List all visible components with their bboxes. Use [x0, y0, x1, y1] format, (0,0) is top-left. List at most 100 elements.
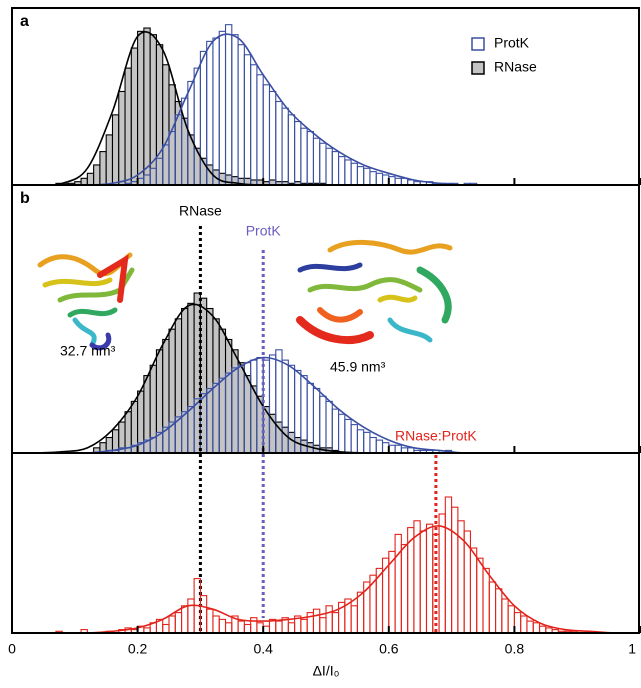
x-tick-label: 0.4: [253, 641, 273, 657]
rnase-structure: [37, 252, 135, 351]
histogram-bar: [224, 622, 233, 634]
histogram-bar: [319, 617, 327, 634]
histogram-bar: [375, 439, 384, 454]
histogram-bar: [350, 605, 358, 634]
histogram-bar: [482, 567, 490, 634]
histogram-bar: [111, 114, 120, 186]
histogram-bar: [187, 598, 195, 634]
histogram-bar: [331, 612, 340, 634]
histogram-bar: [237, 44, 245, 186]
panel-frame: [11, 452, 640, 634]
histogram-bar: [231, 349, 239, 454]
x-tick-label: 0.8: [505, 641, 525, 657]
histogram-bar: [394, 533, 402, 634]
histogram-bar: [338, 413, 346, 454]
histogram-bar: [243, 54, 252, 186]
histogram-bar: [80, 177, 88, 186]
histogram-bar: [206, 40, 214, 186]
histogram-bar: [275, 100, 283, 186]
histogram-bar: [425, 523, 434, 634]
x-tick-label: 0.6: [379, 641, 399, 657]
histogram-bar: [155, 44, 164, 186]
histogram-bar: [287, 622, 296, 634]
histogram-bar: [375, 172, 384, 186]
histogram-bar: [212, 37, 220, 186]
histogram-bar: [338, 156, 346, 186]
histogram-bar: [538, 625, 547, 634]
histogram-bar: [275, 620, 283, 634]
histogram-bar: [300, 127, 308, 186]
histogram-bar: [363, 167, 371, 186]
histogram-bar: [356, 166, 365, 186]
histogram-bar: [218, 618, 227, 634]
histogram-bar: [243, 375, 252, 454]
histogram-bar: [281, 107, 289, 186]
legend-swatch: [471, 37, 485, 51]
histogram-bar: [488, 581, 497, 634]
histogram-bar: [224, 338, 233, 454]
histogram-bar: [419, 530, 428, 634]
histogram-bar: [256, 74, 264, 186]
histogram-bar: [168, 328, 176, 454]
histogram-bar: [501, 598, 509, 634]
histogram-bar: [331, 151, 340, 186]
histogram-bar: [363, 431, 371, 454]
histogram-bar: [206, 307, 214, 454]
histogram-bar: [118, 90, 126, 186]
histogram-bar: [312, 137, 321, 186]
histogram-bar: [218, 328, 227, 454]
histogram-bar: [105, 134, 114, 186]
histogram-bar: [532, 622, 541, 634]
fit-curve: [12, 525, 641, 634]
histogram-bar: [243, 623, 252, 634]
panel-label: a: [20, 13, 29, 30]
histogram-bar: [218, 172, 227, 186]
histogram-bar: [294, 120, 302, 186]
histogram-bar: [168, 615, 176, 634]
histogram-bar: [444, 496, 453, 634]
histogram-bar: [438, 513, 446, 634]
histogram-bar: [250, 385, 258, 454]
marker-label: RNase: [179, 203, 222, 219]
histogram-bar: [237, 620, 245, 634]
histogram-bar: [231, 34, 239, 186]
histogram-bar: [306, 131, 314, 186]
legend-label: ProtK: [494, 35, 530, 51]
histogram-bar: [250, 617, 258, 634]
histogram-bar: [99, 151, 107, 186]
histogram-bar: [93, 164, 101, 186]
histogram-bar: [300, 618, 308, 634]
histogram-bar: [331, 408, 340, 454]
histogram-bar: [294, 436, 302, 454]
histogram-bar: [212, 615, 220, 634]
histogram-bar: [350, 162, 358, 186]
histogram-bar: [162, 338, 170, 454]
histogram-bar: [344, 159, 352, 186]
histogram-bar: [224, 174, 233, 186]
histogram-bar: [137, 30, 145, 186]
histogram-bar: [312, 608, 321, 634]
x-tick-label: 0: [8, 641, 16, 657]
histogram-bar: [325, 605, 333, 634]
histogram-bar: [369, 574, 377, 634]
histogram-bar: [218, 30, 227, 186]
histogram-bar: [319, 395, 327, 454]
histogram-bar: [495, 588, 503, 634]
histogram-bar: [181, 307, 189, 454]
histogram-bar: [224, 24, 233, 186]
histogram-bar: [526, 620, 534, 634]
histogram-bar: [356, 429, 365, 454]
histogram-bar: [400, 177, 409, 186]
histogram-bar: [155, 349, 164, 454]
marker-label: RNase:ProtK: [395, 428, 477, 444]
histogram-bar: [476, 557, 484, 634]
histogram-bar: [174, 318, 183, 454]
volume-label: 45.9 nm³: [330, 359, 386, 375]
histogram-bar: [162, 64, 170, 186]
histogram-bar: [237, 362, 245, 454]
histogram-bar: [181, 605, 189, 634]
histogram-bar: [275, 421, 283, 454]
histogram-bar: [287, 114, 296, 186]
histogram-bar: [451, 506, 459, 634]
